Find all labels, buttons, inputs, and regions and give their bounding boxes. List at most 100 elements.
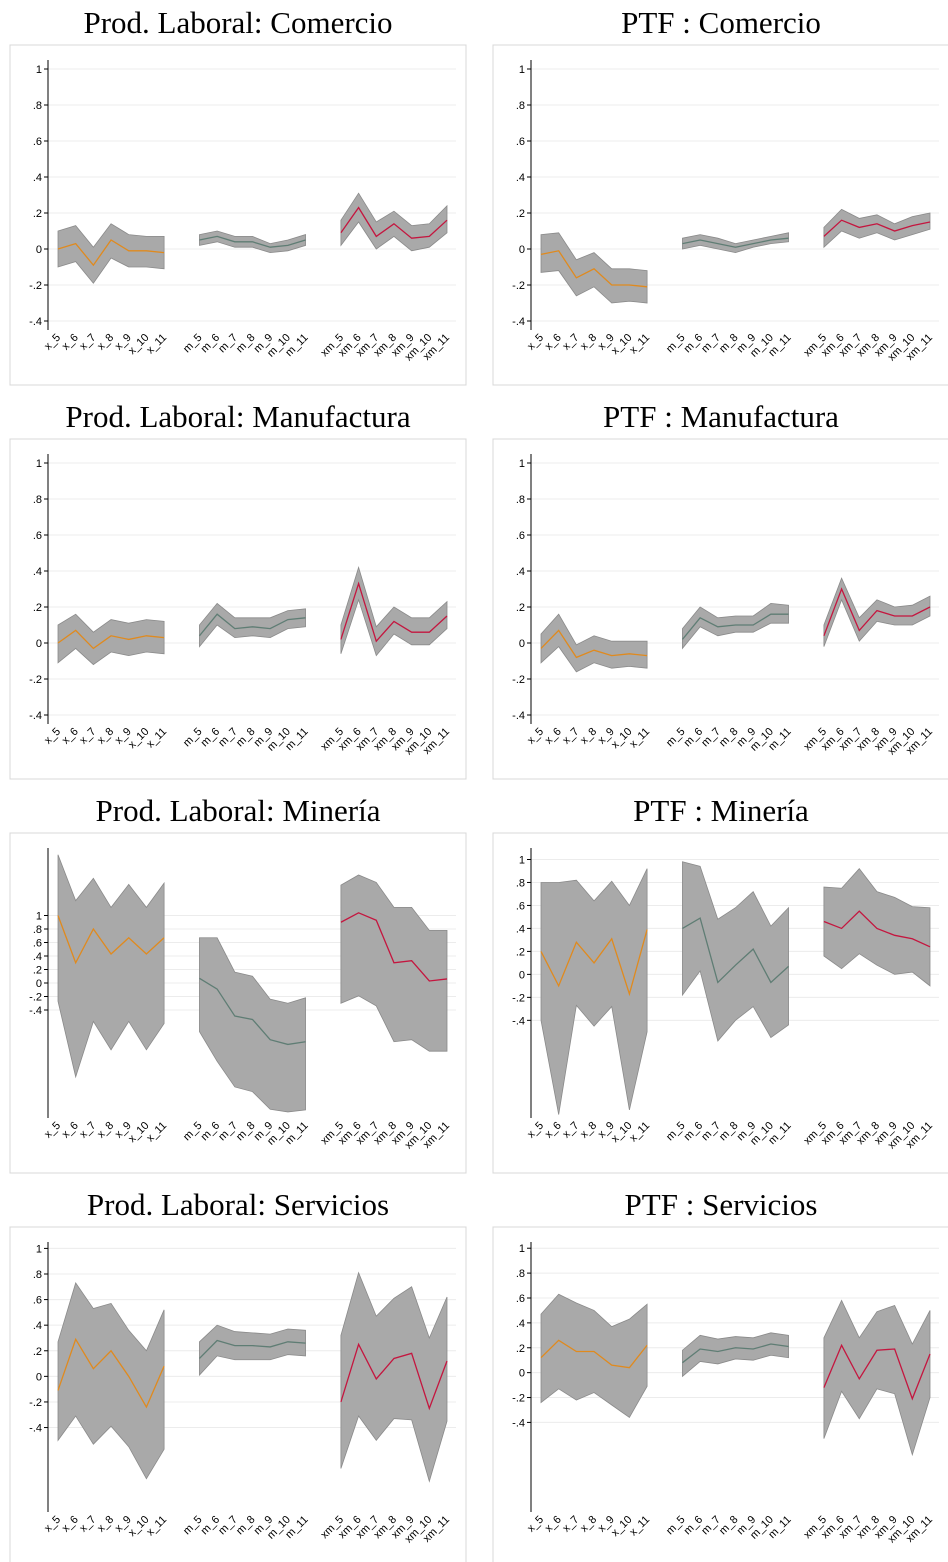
confidence-band (340, 192, 448, 252)
y-tick-label: 0 (519, 638, 525, 650)
panel: Prod. Laboral: Servicios -.4 -.2 0 .2 .4 .6 .8 1… (9, 1187, 467, 1562)
confidence-band (682, 232, 789, 254)
y-tick-label: 0 (36, 1371, 42, 1383)
panel-title: PTF : Comercio (621, 5, 821, 40)
y-tick-label: .4 (516, 1318, 525, 1330)
y-tick-label: .4 (33, 172, 42, 184)
estimate-line (823, 1343, 931, 1401)
y-tick-label: .8 (33, 100, 42, 112)
estimate-line (823, 587, 931, 637)
panel: PTF : Minería-.4-.20.2.4.6.81x_5x_6x_7x_… (492, 793, 948, 1174)
estimate-line (198, 1339, 306, 1359)
y-tick-label: .6 (516, 136, 525, 148)
y-tick-label: .6 (33, 530, 42, 542)
y-tick-label: .4 (516, 923, 525, 935)
confidence-band (540, 1293, 648, 1419)
estimate-line (540, 1339, 648, 1369)
y-tick-label: .2 (516, 1343, 525, 1355)
y-tick-label: 1 (36, 911, 42, 923)
y-tick-label: .8 (516, 1268, 525, 1280)
y-tick-label: .4 (516, 172, 525, 184)
estimate-line (823, 910, 931, 948)
estimate-line (57, 239, 165, 267)
y-tick-label: 0 (519, 244, 525, 256)
panel: Prod. Laboral: Minería-.4-.20.2.4.6.81x_… (9, 793, 467, 1174)
panel-title: Prod. Laboral: Servicios (87, 1187, 389, 1222)
y-tick-label: .4 (33, 566, 42, 578)
y-tick-label: -.2 (29, 280, 42, 292)
confidence-band (199, 1324, 306, 1377)
panel-title: PTF : Manufactura (603, 399, 839, 434)
panel: Prod. Laboral: Comercio-.4-.20.2.4.6.81x… (9, 5, 467, 386)
panel-title: Prod. Laboral: Minería (96, 793, 381, 828)
y-tick-label: .8 (33, 924, 42, 936)
y-tick-label: .6 (33, 136, 42, 148)
y-tick-label: 1 (519, 854, 525, 866)
y-tick-label: .2 (516, 208, 525, 220)
confidence-band (823, 208, 931, 249)
y-tick-label: -.4 (29, 710, 42, 722)
y-tick-label: -.2 (512, 992, 525, 1004)
y-tick-label: 1 (519, 64, 525, 76)
confidence-band (340, 566, 448, 657)
y-tick-label: -.2 (512, 280, 525, 292)
y-tick-label: -.2 (29, 674, 42, 686)
estimate-line (682, 917, 789, 984)
y-tick-label: 1 (36, 458, 42, 470)
panel-frame (492, 1226, 948, 1562)
y-tick-label: .2 (33, 208, 42, 220)
y-tick-label: -.4 (512, 1417, 525, 1429)
y-tick-label: .2 (516, 602, 525, 614)
y-tick-label: .8 (33, 1269, 42, 1281)
y-tick-label: .6 (516, 530, 525, 542)
y-tick-label: .8 (516, 100, 525, 112)
confidence-band (682, 602, 789, 650)
panel-frame (9, 438, 467, 780)
y-tick-label: -.4 (29, 1423, 42, 1435)
y-tick-label: -.4 (29, 316, 42, 328)
y-tick-label: .4 (516, 566, 525, 578)
y-tick-label: .2 (33, 602, 42, 614)
estimate-line (199, 977, 306, 1046)
y-tick-label: .2 (33, 965, 42, 977)
y-tick-label: -.4 (512, 316, 525, 328)
confidence-band (540, 868, 648, 1115)
estimate-line (57, 629, 165, 650)
confidence-band (57, 854, 165, 1079)
y-tick-label: .8 (33, 494, 42, 506)
y-tick-label: .2 (516, 946, 525, 958)
estimate-line (540, 250, 648, 288)
estimate-line (682, 237, 789, 248)
y-tick-label: 1 (519, 458, 525, 470)
y-tick-label: .4 (33, 951, 42, 963)
y-tick-label: .2 (33, 1346, 42, 1358)
confidence-band (682, 1332, 789, 1378)
y-tick-label: -.4 (512, 1015, 525, 1027)
y-tick-label: .8 (516, 494, 525, 506)
y-tick-label: -.4 (512, 710, 525, 722)
estimate-line (340, 1342, 448, 1411)
y-tick-label: 1 (36, 1243, 42, 1255)
y-tick-label: .6 (33, 938, 42, 950)
confidence-band (199, 602, 306, 648)
estimate-line (198, 613, 306, 637)
panel-frame (492, 44, 948, 386)
confidence-band (823, 1299, 931, 1457)
estimate-line (823, 219, 931, 237)
estimate-line (199, 235, 306, 248)
y-tick-label: 0 (36, 638, 42, 650)
y-tick-label: .6 (516, 1293, 525, 1305)
y-tick-label: 0 (519, 1368, 525, 1380)
confidence-band (823, 868, 931, 987)
panel-title: Prod. Laboral: Manufactura (65, 399, 410, 434)
estimate-line (681, 613, 789, 640)
confidence-band (57, 613, 165, 666)
confidence-band (540, 613, 648, 673)
y-tick-label: 0 (36, 978, 42, 990)
estimate-line (340, 581, 448, 643)
panel-title: PTF : Minería (633, 793, 809, 828)
y-tick-label: 1 (36, 64, 42, 76)
confidence-band (199, 937, 306, 1113)
estimate-line (540, 929, 648, 997)
estimate-line (340, 206, 448, 239)
